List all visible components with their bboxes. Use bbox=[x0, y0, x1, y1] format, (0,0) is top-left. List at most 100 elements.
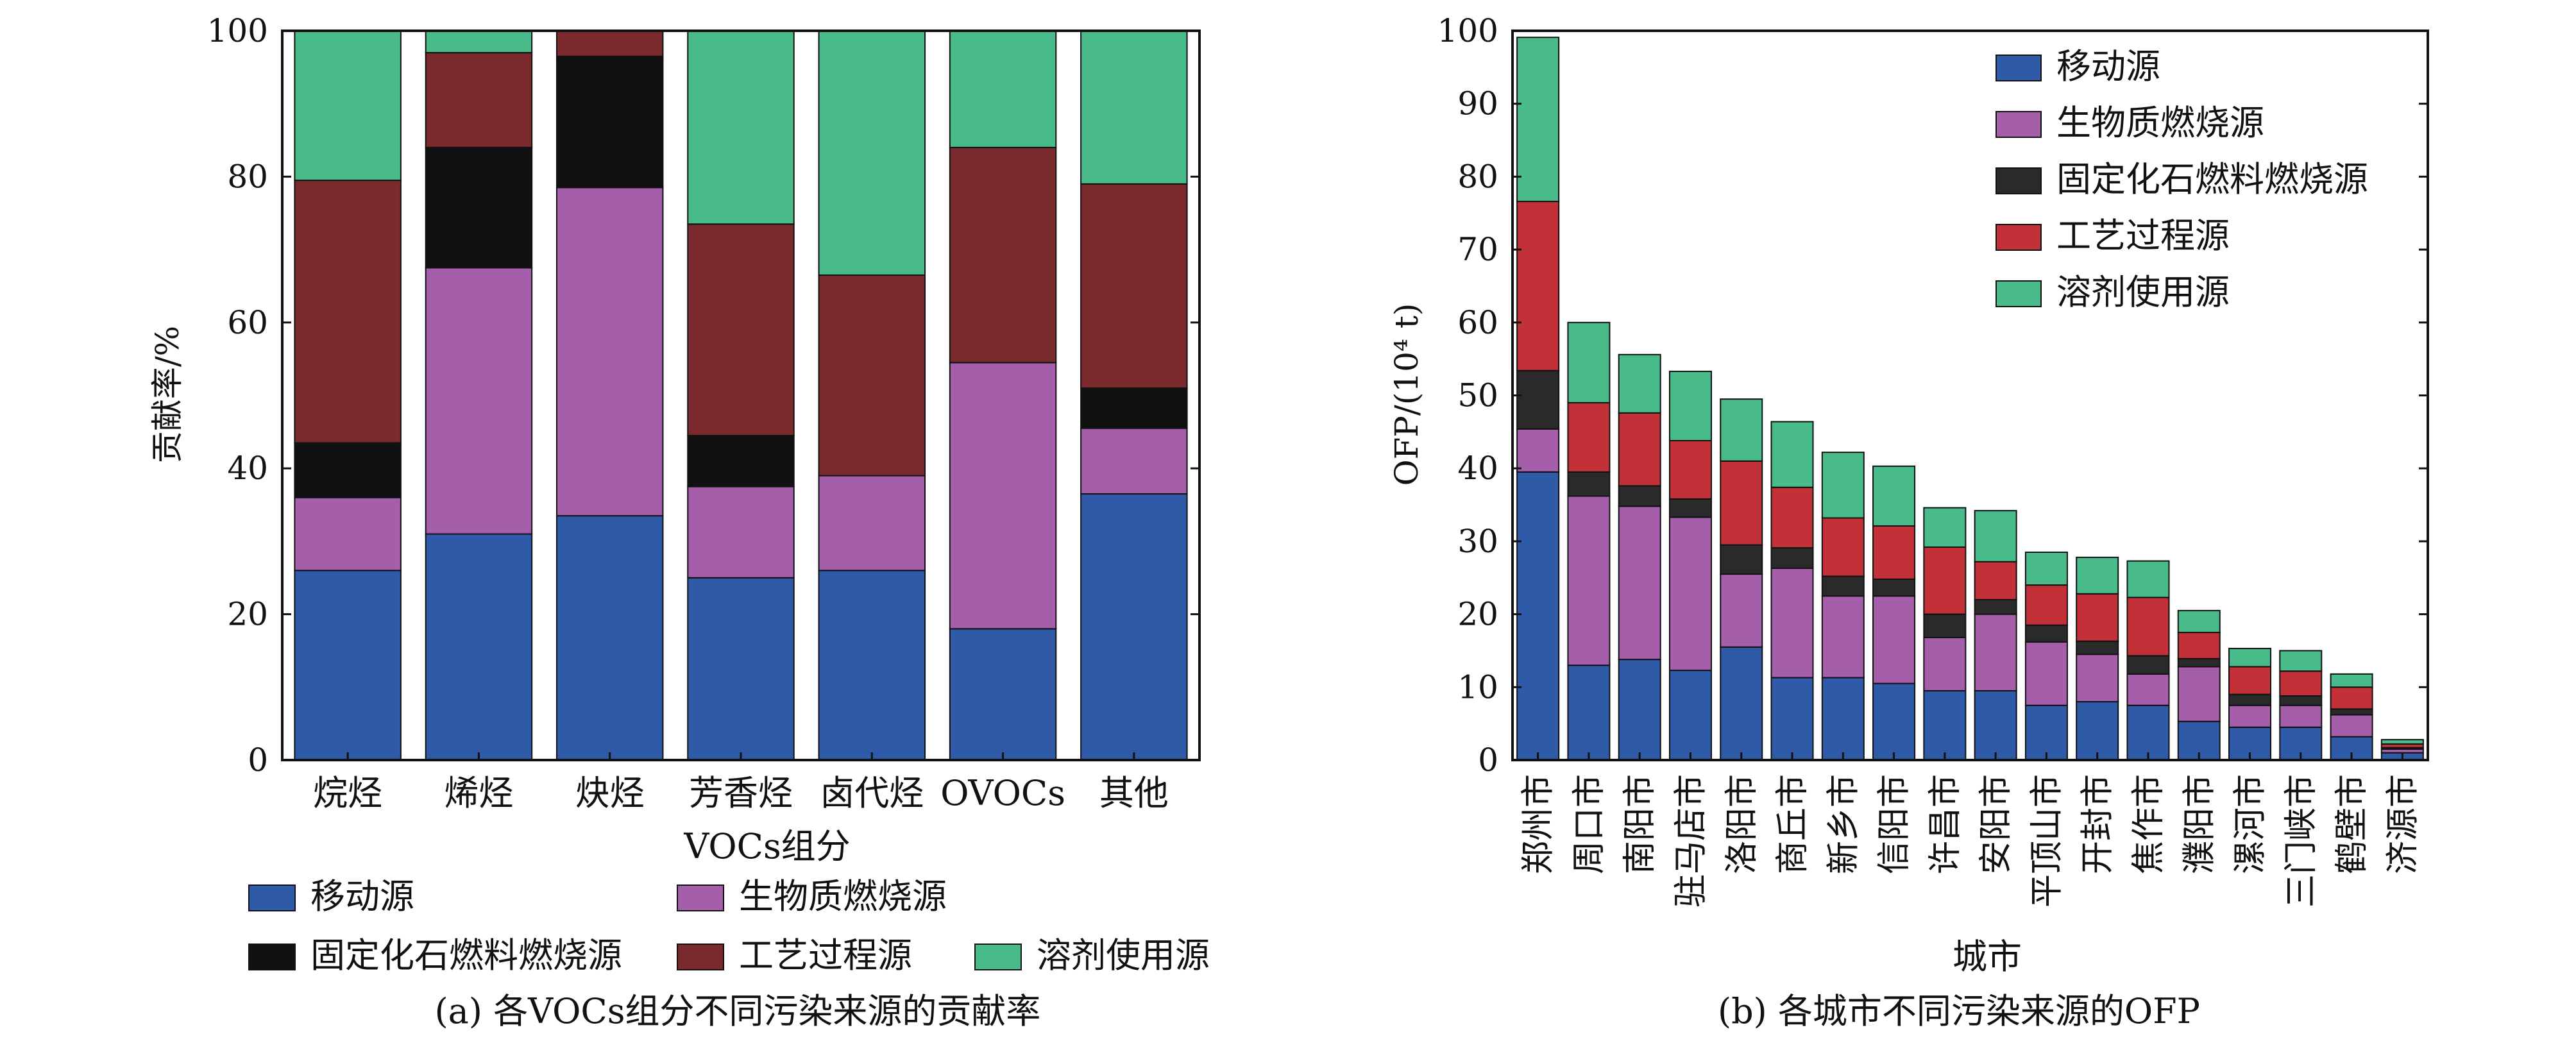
panel-a-plot-frame bbox=[281, 30, 1201, 761]
b-bar-series-1-5 bbox=[1770, 567, 1814, 679]
a-legend-swatch-3 bbox=[677, 944, 724, 970]
a-bar-series-1-4 bbox=[818, 475, 926, 571]
b-bar-series-3-13 bbox=[2177, 632, 2221, 659]
b-x-tick-label: 信阳市 bbox=[1876, 774, 1914, 874]
panel-a-bars bbox=[294, 30, 1188, 761]
a-y-tick-label: 20 bbox=[227, 596, 268, 633]
a-legend-label-2: 固定化石燃料燃烧源 bbox=[310, 935, 622, 976]
b-bar-series-1-0 bbox=[1516, 428, 1560, 473]
b-bar-series-2-8 bbox=[1923, 613, 1967, 638]
b-bar-series-0-7 bbox=[1872, 682, 1916, 761]
b-bar-series-3-1 bbox=[1567, 402, 1611, 473]
b-y-tick-label: 100 bbox=[1437, 12, 1498, 49]
a-legend-label-0: 移动源 bbox=[310, 876, 414, 917]
panel-a-y-axis: 0 20 40 60 80 100 bbox=[207, 12, 1199, 779]
a-bar-series-1-0 bbox=[294, 496, 402, 571]
b-bar-series-2-14 bbox=[2228, 693, 2272, 706]
b-bar-series-3-9 bbox=[1974, 561, 2017, 600]
b-x-tick-label: 商丘市 bbox=[1774, 774, 1812, 874]
panel-a-chart: 0 20 40 60 80 100 烷烃 烯烃 炔烃 芳香烃 卤代烃 OVOCs 其他 贡献率/% V… bbox=[149, 12, 1210, 1031]
panel-b-x-axis-title: 城市 bbox=[1953, 936, 2022, 977]
b-x-tick-label: 济源市 bbox=[2384, 774, 2422, 874]
a-bar-series-0-4 bbox=[818, 570, 926, 761]
panel-b-y-axis-title: OFP/(10⁴ t) bbox=[1388, 303, 1425, 486]
b-bar-series-4-13 bbox=[2177, 609, 2221, 634]
a-bar-series-1-2 bbox=[555, 187, 664, 517]
a-bar-series-0-1 bbox=[425, 533, 533, 761]
b-bar-series-2-2 bbox=[1618, 485, 1661, 507]
b-bar-series-1-10 bbox=[2024, 641, 2068, 706]
b-bar-series-1-11 bbox=[2076, 654, 2119, 703]
a-bar-series-4-5 bbox=[949, 30, 1057, 148]
b-bar-series-0-0 bbox=[1516, 471, 1560, 761]
b-y-tick-label: 20 bbox=[1457, 596, 1498, 633]
a-bar-series-3-6 bbox=[1080, 183, 1188, 389]
b-legend-label-4: 溶剂使用源 bbox=[2056, 272, 2230, 312]
panel-b-chart: 0 10 20 30 40 50 60 70 80 90 100 郑州市 周口市 南阳市 驻马店市 洛阳市商… bbox=[1388, 12, 2429, 1031]
a-bar-series-2-6 bbox=[1080, 387, 1188, 429]
a-legend-swatch-2 bbox=[248, 944, 296, 970]
b-bar-series-3-0 bbox=[1516, 201, 1560, 371]
b-bar-series-4-1 bbox=[1567, 321, 1611, 403]
b-bar-series-0-11 bbox=[2076, 701, 2119, 761]
a-bar-series-1-3 bbox=[687, 486, 795, 579]
a-bar-series-3-5 bbox=[949, 146, 1057, 364]
b-bar-series-1-9 bbox=[1974, 613, 2017, 691]
b-x-tick-label: 安阳市 bbox=[1977, 774, 2015, 874]
b-bar-series-4-10 bbox=[2024, 551, 2068, 586]
a-x-tick-label: 其他 bbox=[1099, 773, 1169, 813]
b-legend-label-3: 工艺过程源 bbox=[2056, 216, 2230, 256]
b-x-tick-label: 洛阳市 bbox=[1723, 774, 1761, 874]
a-bar-series-4-6 bbox=[1080, 30, 1188, 185]
a-x-tick-label: 炔烃 bbox=[575, 773, 645, 813]
b-bar-series-4-2 bbox=[1618, 353, 1661, 414]
b-bar-series-2-0 bbox=[1516, 369, 1560, 430]
b-bar-series-4-17 bbox=[2380, 739, 2424, 745]
a-bar-series-0-0 bbox=[294, 570, 402, 761]
b-bar-series-2-11 bbox=[2076, 640, 2119, 656]
a-legend-label-3: 工艺过程源 bbox=[739, 935, 912, 976]
b-y-tick-label: 80 bbox=[1457, 158, 1498, 195]
a-bar-series-3-4 bbox=[818, 274, 926, 477]
b-bar-series-2-5 bbox=[1770, 547, 1814, 569]
a-bar-series-0-2 bbox=[555, 515, 664, 761]
b-bar-series-0-9 bbox=[1974, 690, 2017, 761]
panel-a-x-axis-title: VOCs组分 bbox=[683, 826, 850, 867]
b-bar-series-0-12 bbox=[2126, 704, 2170, 761]
panel-b-bars bbox=[1516, 37, 2424, 761]
a-bar-series-0-6 bbox=[1080, 493, 1188, 761]
b-bar-series-3-3 bbox=[1668, 439, 1712, 500]
b-bar-series-4-7 bbox=[1872, 465, 1916, 527]
b-bar-series-0-6 bbox=[1821, 677, 1865, 761]
b-legend-swatch-0 bbox=[1996, 55, 2042, 81]
b-legend-label-0: 移动源 bbox=[2056, 46, 2160, 87]
b-y-tick-label: 50 bbox=[1457, 377, 1498, 414]
b-bar-series-0-2 bbox=[1618, 659, 1661, 761]
panel-b-y-axis: 0 10 20 30 40 50 60 70 80 90 100 bbox=[1437, 12, 2428, 779]
b-y-tick-label: 90 bbox=[1457, 85, 1498, 123]
b-bar-series-4-4 bbox=[1720, 398, 1763, 462]
b-bar-series-3-8 bbox=[1923, 546, 1967, 615]
a-y-tick-label: 60 bbox=[227, 304, 268, 341]
b-bar-series-0-15 bbox=[2279, 726, 2323, 761]
b-x-tick-label: 周口市 bbox=[1570, 774, 1609, 874]
b-bar-series-1-8 bbox=[1923, 636, 1967, 691]
b-bar-series-4-3 bbox=[1668, 370, 1712, 441]
b-bar-series-2-12 bbox=[2126, 655, 2170, 675]
panel-b-x-axis: 郑州市 周口市 南阳市 驻马店市 洛阳市 商丘市 新乡市 信阳市 许昌市 安阳市 平顶山市 开封市 焦作… bbox=[1520, 752, 2422, 908]
a-legend-swatch-4 bbox=[974, 944, 1022, 970]
a-legend-label-1: 生物质燃烧源 bbox=[739, 876, 947, 917]
b-bar-series-1-1 bbox=[1567, 495, 1611, 666]
b-bar-series-2-6 bbox=[1821, 575, 1865, 597]
b-bar-series-0-8 bbox=[1923, 690, 1967, 761]
b-bar-series-4-16 bbox=[2330, 673, 2373, 688]
b-legend-label-2: 固定化石燃料燃烧源 bbox=[2056, 159, 2368, 199]
b-bar-series-2-3 bbox=[1668, 498, 1712, 518]
b-y-tick-label: 30 bbox=[1457, 523, 1498, 560]
a-bar-series-3-3 bbox=[687, 223, 795, 437]
b-bar-series-4-0 bbox=[1516, 37, 1560, 203]
b-bar-series-1-14 bbox=[2228, 704, 2272, 728]
